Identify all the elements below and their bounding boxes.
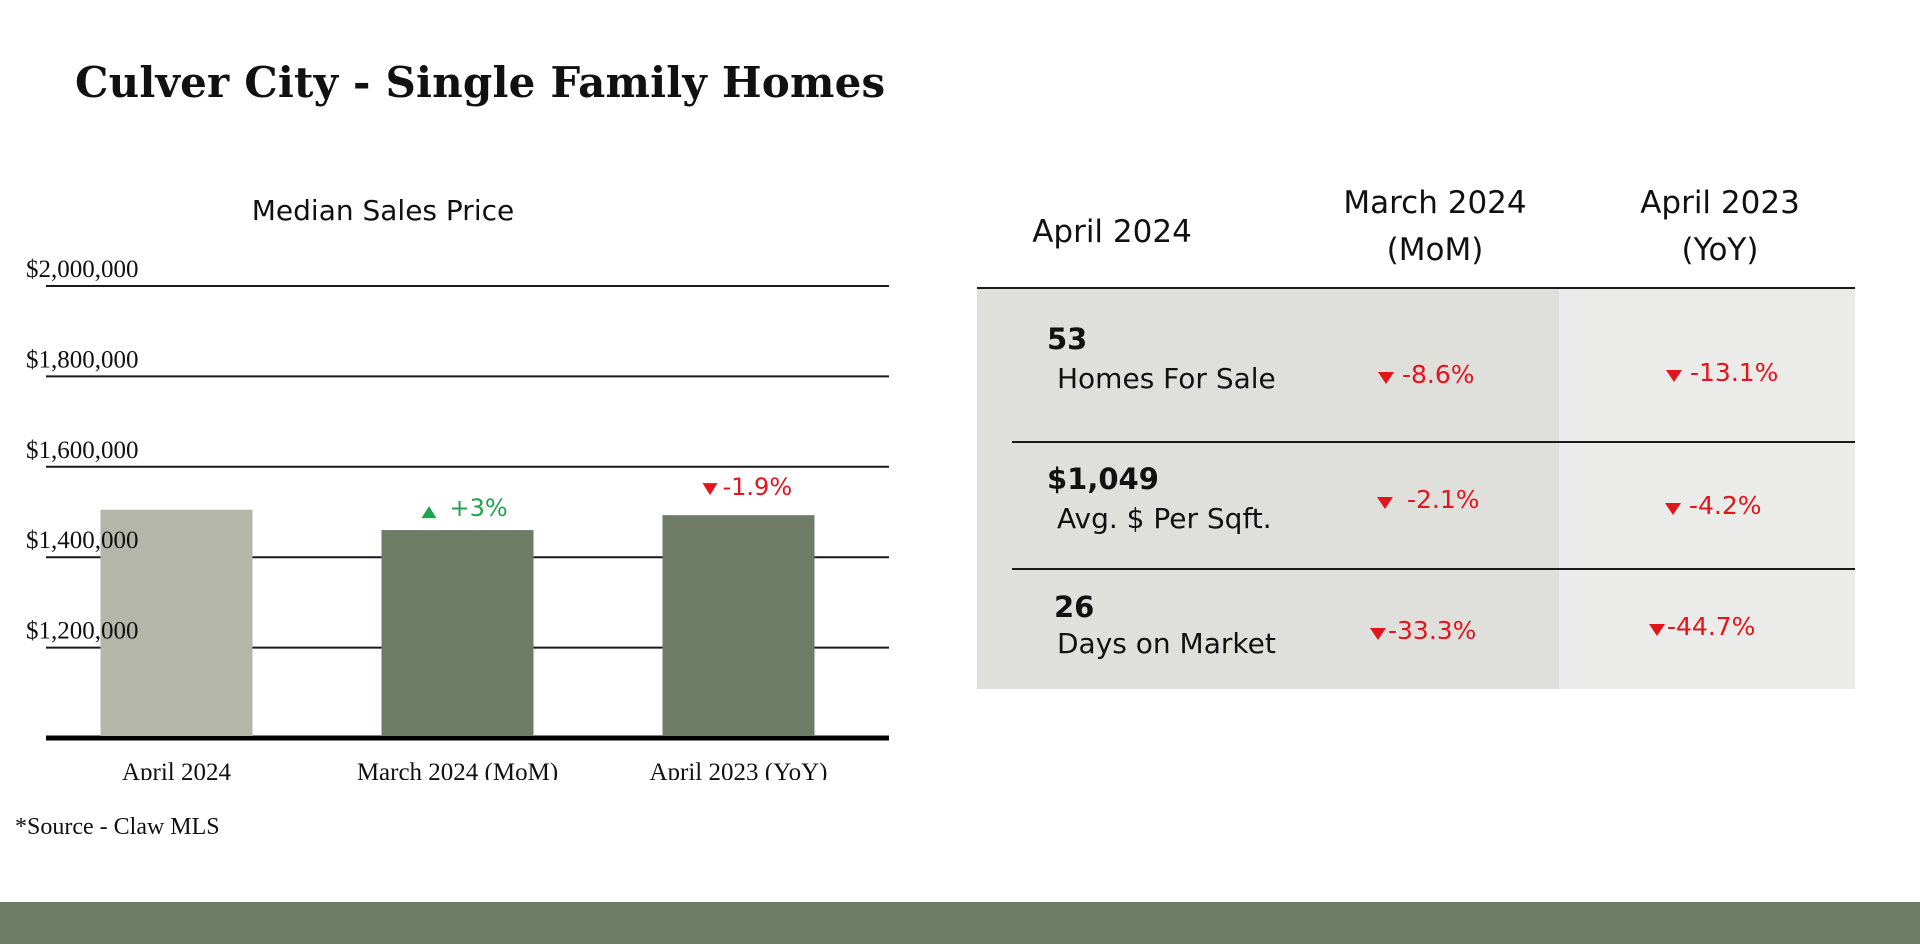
bar-change-label: -1.9% bbox=[723, 473, 793, 501]
column-bg-mom bbox=[1314, 289, 1559, 689]
days-on-market-label: Days on Market bbox=[1057, 627, 1276, 660]
avg-price-sqft-value: $1,049 bbox=[1047, 462, 1159, 496]
avg-price-sqft-yoy-text: -4.2% bbox=[1689, 491, 1762, 520]
homes-for-sale-label: Homes For Sale bbox=[1057, 362, 1276, 395]
header-april-2023-line1: April 2023 bbox=[1640, 185, 1800, 221]
row-divider-2 bbox=[1012, 568, 1855, 570]
source-note: *Source - Claw MLS bbox=[15, 814, 220, 840]
column-bg-yoy bbox=[1559, 289, 1855, 689]
y-tick-label: $1,800,000 bbox=[26, 346, 139, 373]
page-title: Culver City - Single Family Homes bbox=[75, 58, 886, 107]
row-divider-1 bbox=[1012, 441, 1855, 443]
header-april-2024-label: April 2024 bbox=[1032, 214, 1192, 250]
y-tick-label: $1,400,000 bbox=[26, 527, 139, 554]
footer-band bbox=[0, 902, 1920, 944]
y-tick-label: $1,200,000 bbox=[26, 618, 139, 645]
bar-change-label: +3% bbox=[450, 494, 508, 522]
homes-for-sale-mom-text: -8.6% bbox=[1402, 360, 1475, 389]
homes-for-sale-value: 53 bbox=[1047, 322, 1088, 356]
header-divider bbox=[977, 287, 1855, 289]
up-triangle-icon bbox=[421, 506, 437, 519]
down-triangle-icon bbox=[1666, 370, 1682, 382]
avg-price-sqft-label: Avg. $ Per Sqft. bbox=[1057, 502, 1272, 535]
homes-for-sale-mom: -8.6% bbox=[1378, 360, 1475, 389]
column-bg-current bbox=[977, 289, 1314, 689]
down-triangle-icon bbox=[1370, 628, 1386, 640]
header-march-2024-line2: (MoM) bbox=[1386, 232, 1484, 268]
header-april-2024: April 2024 bbox=[1012, 200, 1212, 264]
y-tick-label: $2,000,000 bbox=[26, 256, 139, 283]
header-april-2023-line2: (YoY) bbox=[1681, 232, 1759, 268]
avg-price-sqft-mom-text: -2.1% bbox=[1407, 485, 1480, 514]
days-on-market-yoy: -44.7% bbox=[1649, 612, 1755, 641]
down-triangle-icon bbox=[1378, 372, 1394, 384]
header-april-2023-yoy: April 2023 (YoY) bbox=[1590, 180, 1850, 274]
down-triangle-icon bbox=[1377, 497, 1393, 509]
down-triangle-icon bbox=[1649, 624, 1665, 636]
homes-for-sale-yoy-text: -13.1% bbox=[1690, 358, 1779, 387]
x-tick-label: April 2023 (YoY) bbox=[649, 759, 827, 780]
days-on-market-mom: -33.3% bbox=[1370, 616, 1476, 645]
down-triangle-icon bbox=[702, 483, 718, 496]
x-tick-label: March 2024 (MoM) bbox=[357, 759, 558, 780]
days-on-market-value: 26 bbox=[1054, 590, 1095, 624]
x-tick-label: April 2024 bbox=[122, 759, 232, 780]
days-on-market-mom-text: -33.3% bbox=[1388, 616, 1477, 645]
avg-price-sqft-yoy: -4.2% bbox=[1665, 491, 1762, 520]
down-triangle-icon bbox=[1665, 503, 1681, 515]
header-march-2024-mom: March 2024 (MoM) bbox=[1305, 180, 1565, 274]
days-on-market-yoy-text: -44.7% bbox=[1667, 612, 1756, 641]
median-price-chart: +3% -1.9% $1,200,000 $1,400,000 $1,600,000 $… bbox=[26, 194, 889, 780]
bar bbox=[100, 509, 253, 736]
avg-price-sqft-mom: -2.1% bbox=[1377, 485, 1480, 514]
bar bbox=[662, 515, 815, 736]
bar bbox=[381, 530, 534, 736]
chart-title: Median Sales Price bbox=[252, 194, 514, 227]
homes-for-sale-yoy: -13.1% bbox=[1666, 358, 1778, 387]
y-tick-label: $1,600,000 bbox=[26, 437, 139, 464]
header-march-2024-line1: March 2024 bbox=[1343, 185, 1527, 221]
